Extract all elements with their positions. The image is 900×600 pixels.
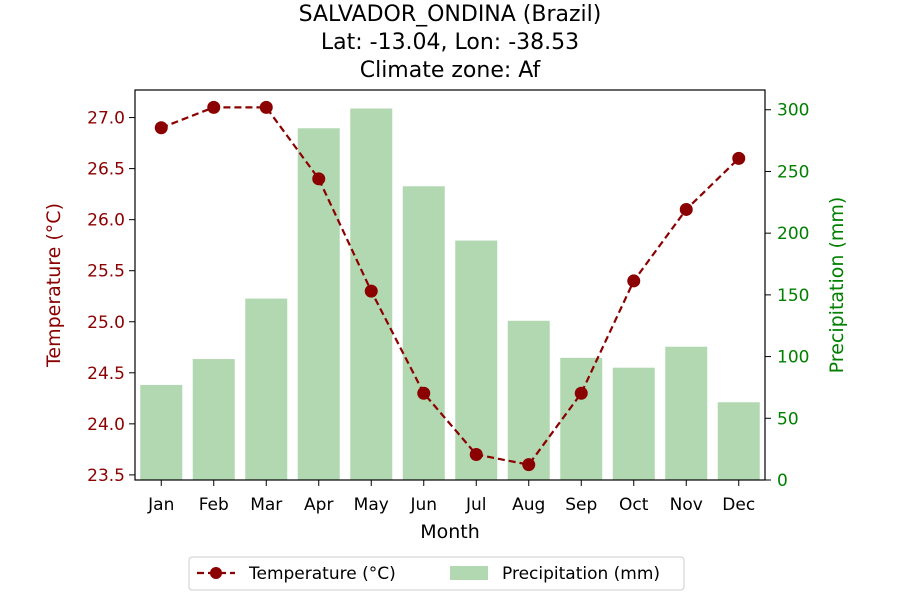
legend: Temperature (°C) Precipitation (mm)	[188, 556, 685, 591]
x-tick-label: Aug	[512, 495, 545, 515]
temperature-point-may	[364, 284, 378, 298]
month-axis: Jan Feb Mar Apr May Jun Jul Aug Sep Oct Nov Dec	[147, 480, 755, 515]
right-tick-label: 100	[777, 348, 809, 368]
temperature-point-oct	[627, 274, 641, 288]
x-tick-label: Oct	[619, 495, 649, 515]
right-tick-label: 300	[777, 101, 809, 121]
legend-box	[188, 556, 685, 591]
x-axis-label: Month	[420, 521, 480, 543]
precipitation-bar-oct	[612, 367, 655, 480]
left-tick-label: 24.0	[87, 415, 125, 435]
precipitation-bar-sep	[560, 357, 603, 480]
legend-temperature-label: Temperature (°C)	[248, 564, 396, 584]
precipitation-bar-jan	[140, 384, 183, 480]
precipitation-bar-jun	[402, 186, 445, 481]
precipitation-bar-jul	[455, 240, 498, 480]
precipitation-bar-dec	[717, 402, 760, 480]
right-tick-label: 0	[777, 471, 788, 491]
temperature-point-mar	[259, 100, 273, 114]
left-tick-label: 24.5	[87, 364, 125, 384]
left-tick-label: 26.5	[87, 160, 125, 180]
plot-frame	[134, 89, 766, 481]
right-tick-label: 50	[777, 409, 799, 429]
legend-precipitation-label: Precipitation (mm)	[502, 564, 660, 584]
precipitation-bar-feb	[192, 359, 235, 480]
legend-precipitation-swatch	[450, 566, 488, 580]
temperature-point-jul	[469, 447, 483, 461]
precipitation-bar-apr	[297, 128, 340, 480]
left-axis-label: Temperature (°C)	[43, 203, 65, 368]
temperature-point-apr	[312, 172, 326, 186]
precipitation-bar-mar	[245, 298, 288, 480]
precipitation-bar-nov	[665, 346, 708, 480]
x-tick-label: Apr	[304, 495, 333, 515]
x-tick-label: Sep	[565, 495, 597, 515]
left-tick-label: 25.5	[87, 262, 125, 282]
left-tick-label: 23.5	[87, 466, 125, 486]
temperature-axis: 23.5 24.0 24.5 25.0 25.5 26.0 26.5 27.0	[87, 109, 135, 486]
temperature-point-sep	[574, 386, 588, 400]
chart-title-line-3: Climate zone: Af	[360, 58, 542, 83]
right-tick-label: 150	[777, 286, 809, 306]
x-tick-label: Feb	[199, 495, 229, 515]
x-tick-label: Mar	[250, 495, 282, 515]
temperature-line-path	[160, 106, 740, 466]
left-tick-label: 27.0	[87, 109, 125, 129]
right-axis-label: Precipitation (mm)	[826, 197, 848, 374]
chart-title: SALVADOR_ONDINA (Brazil) Lat: -13.04, Lo…	[299, 2, 602, 83]
precipitation-axis: 0 50 100 150 200 250 300	[765, 101, 809, 491]
left-tick-label: 25.0	[87, 313, 125, 333]
x-tick-label: Dec	[722, 495, 755, 515]
right-tick-label: 250	[777, 162, 809, 182]
legend-temperature-marker	[210, 567, 222, 579]
x-tick-label: Nov	[670, 495, 703, 515]
right-tick-label: 200	[777, 224, 809, 244]
temperature-point-aug	[522, 458, 536, 472]
temperature-line	[154, 100, 746, 472]
precipitation-bar-aug	[507, 320, 550, 480]
temperature-point-dec	[732, 151, 746, 165]
x-tick-label: Jun	[409, 495, 437, 515]
temperature-point-feb	[207, 100, 221, 114]
chart-title-line-1: SALVADOR_ONDINA (Brazil)	[299, 2, 602, 27]
x-tick-label: Jan	[147, 495, 174, 515]
temperature-point-jun	[417, 386, 431, 400]
temperature-point-jan	[154, 121, 168, 135]
left-tick-label: 26.0	[87, 211, 125, 231]
x-tick-label: May	[354, 495, 389, 515]
x-tick-label: Jul	[465, 495, 487, 515]
chart-title-line-2: Lat: -13.04, Lon: -38.53	[321, 30, 579, 55]
temperature-point-nov	[679, 202, 693, 216]
